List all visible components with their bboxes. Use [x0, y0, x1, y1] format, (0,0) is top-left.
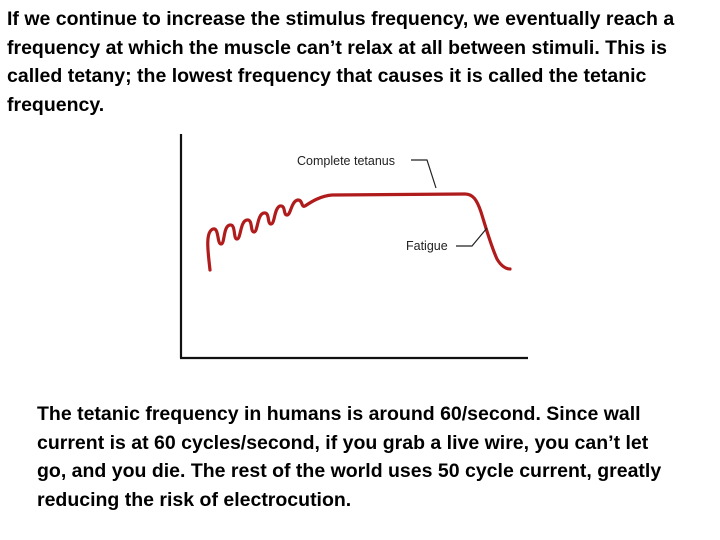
fatigue-label: Fatigue: [406, 239, 448, 253]
tension-curve: [206, 192, 512, 272]
outro-paragraph: The tetanic frequency in humans is aroun…: [37, 403, 662, 511]
tetanus-diagram: Complete tetanus Fatigue: [179, 134, 528, 360]
fatigue-leader: [456, 227, 488, 247]
complete-tetanus-label: Complete tetanus: [297, 154, 395, 168]
complete-tetanus-leader: [411, 159, 437, 189]
intro-paragraph: If we continue to increase the stimulus …: [7, 8, 675, 116]
